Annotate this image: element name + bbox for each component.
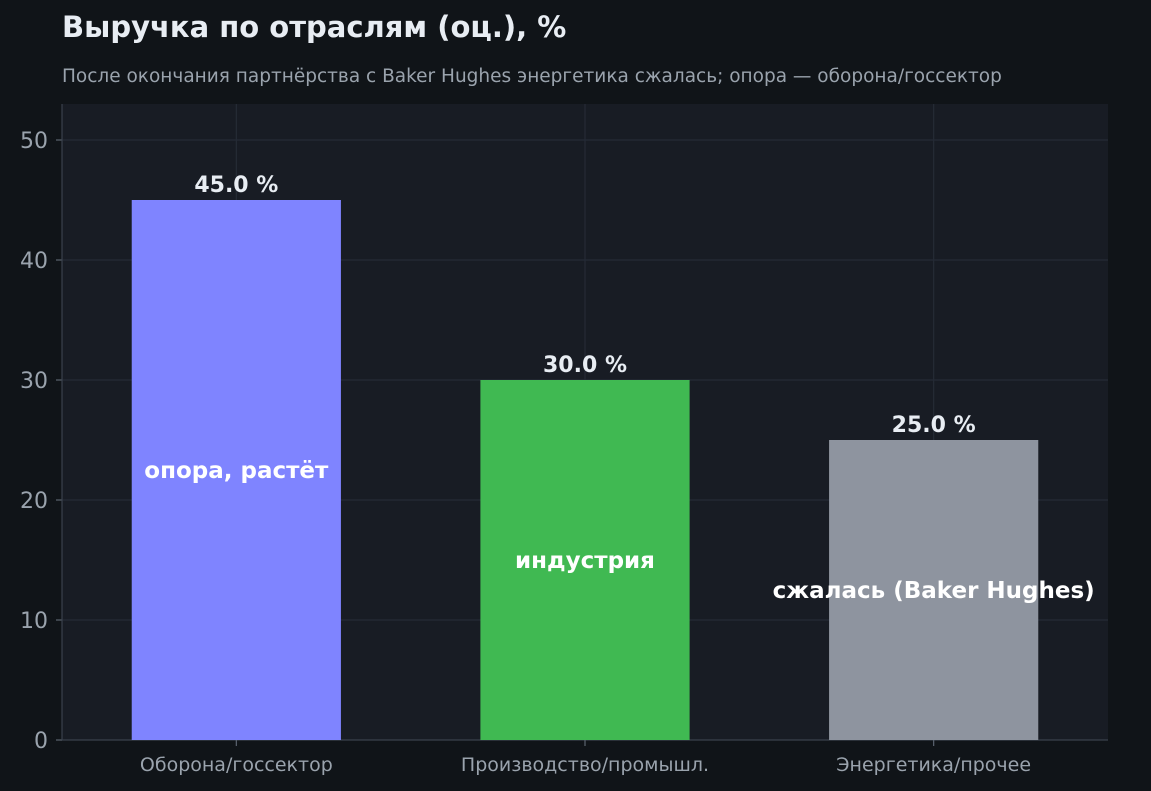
chart-title: Выручка по отраслям (оц.), %	[62, 10, 567, 44]
bar-value-label: 25.0 %	[892, 413, 976, 438]
bar-annotation: опора, растёт	[144, 458, 329, 484]
y-tick-label: 0	[34, 729, 48, 754]
bar	[131, 200, 341, 740]
y-tick-label: 30	[20, 369, 48, 394]
chart-subtitle: После окончания партнёрства с Baker Hugh…	[62, 66, 1002, 87]
labels: 0 10 20 30 40 50 45.0 % опора, растёт Оборона/го…	[20, 129, 1095, 776]
bar-value-label: 45.0 %	[194, 173, 278, 198]
bar-value-label: 30.0 %	[543, 353, 627, 378]
bar-annotation: сжалась (Baker Hughes)	[773, 578, 1095, 604]
bars	[131, 200, 1039, 740]
x-tick-label: Оборона/госсектор	[140, 754, 333, 776]
x-tick-label: Энергетика/прочее	[836, 754, 1031, 776]
bar-annotation: индустрия	[515, 548, 655, 574]
bar	[829, 440, 1039, 740]
x-tick-label: Производство/промышл.	[461, 754, 709, 776]
y-tick-label: 20	[20, 489, 48, 514]
bar	[480, 380, 690, 740]
y-tick-label: 40	[20, 249, 48, 274]
y-tick-label: 50	[20, 129, 48, 154]
y-tick-label: 10	[20, 609, 48, 634]
